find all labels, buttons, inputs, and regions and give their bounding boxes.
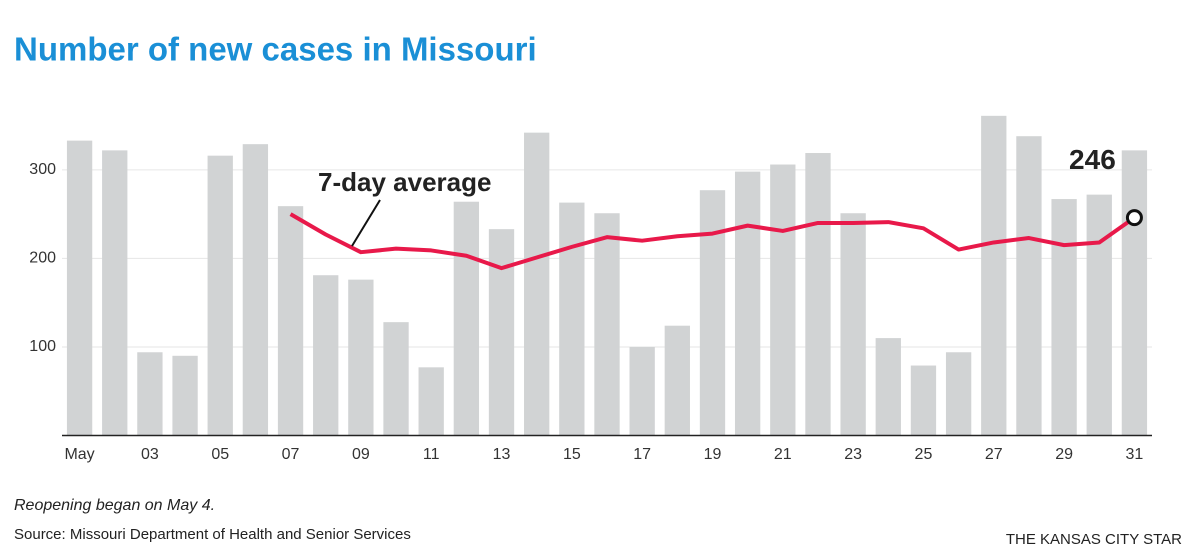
y-tick-label: 200 [29, 250, 56, 267]
bar [770, 164, 796, 436]
bar [102, 150, 128, 436]
x-tick-label: May [64, 446, 94, 463]
bar [734, 171, 761, 436]
x-tick-label: 17 [633, 446, 651, 463]
y-tick-label: 300 [29, 161, 56, 178]
bar [453, 201, 480, 436]
x-tick-label: 05 [211, 446, 229, 463]
bar [66, 140, 93, 436]
x-tick-label: 31 [1126, 446, 1144, 463]
bar [1086, 194, 1112, 436]
bar [981, 115, 1007, 436]
bar [840, 213, 866, 436]
bar [313, 275, 339, 436]
bar [277, 206, 304, 436]
bar [805, 153, 831, 436]
x-tick-label: 15 [563, 446, 581, 463]
line-label: 7-day average [318, 167, 491, 197]
annotation-pointer [351, 199, 381, 247]
x-tick-label: 13 [493, 446, 511, 463]
bar [137, 352, 163, 436]
credit: THE KANSAS CITY STAR [1006, 531, 1182, 548]
y-tick-label: 100 [29, 338, 56, 355]
bar [629, 346, 655, 436]
bar [875, 338, 901, 436]
bar [172, 355, 198, 436]
x-tick-label: 09 [352, 446, 370, 463]
bar [418, 367, 444, 436]
x-tick-label: 11 [423, 446, 440, 463]
bar [910, 365, 937, 436]
x-tick-label: 07 [282, 446, 300, 463]
bar [348, 279, 374, 436]
line [289, 212, 1136, 271]
bar [664, 325, 690, 436]
bar [383, 322, 409, 436]
bar [1121, 150, 1148, 436]
bar [699, 190, 726, 436]
bar [488, 229, 515, 436]
x-tick-label: 19 [704, 446, 722, 463]
x-tick-label: 25 [915, 446, 933, 463]
bar [945, 352, 972, 436]
x-tick-label: 29 [1055, 446, 1073, 463]
bar [524, 132, 550, 436]
bar [559, 202, 585, 436]
bar [594, 213, 620, 436]
bar [1016, 136, 1042, 436]
bar [242, 144, 269, 436]
x-tick-label: 27 [985, 446, 1003, 463]
bar [1051, 199, 1077, 436]
note: Reopening began on May 4. [14, 497, 215, 514]
x-tick-label: 21 [774, 446, 792, 463]
bar [207, 155, 233, 436]
source: Source: Missouri Department of Health an… [14, 526, 411, 543]
x-tick-label: 03 [141, 446, 159, 463]
x-tick-label: 23 [844, 446, 862, 463]
chart-title: Number of new cases in Missouri [14, 31, 537, 68]
end-point [1125, 209, 1143, 227]
end-value-label: 246 [1069, 144, 1116, 175]
